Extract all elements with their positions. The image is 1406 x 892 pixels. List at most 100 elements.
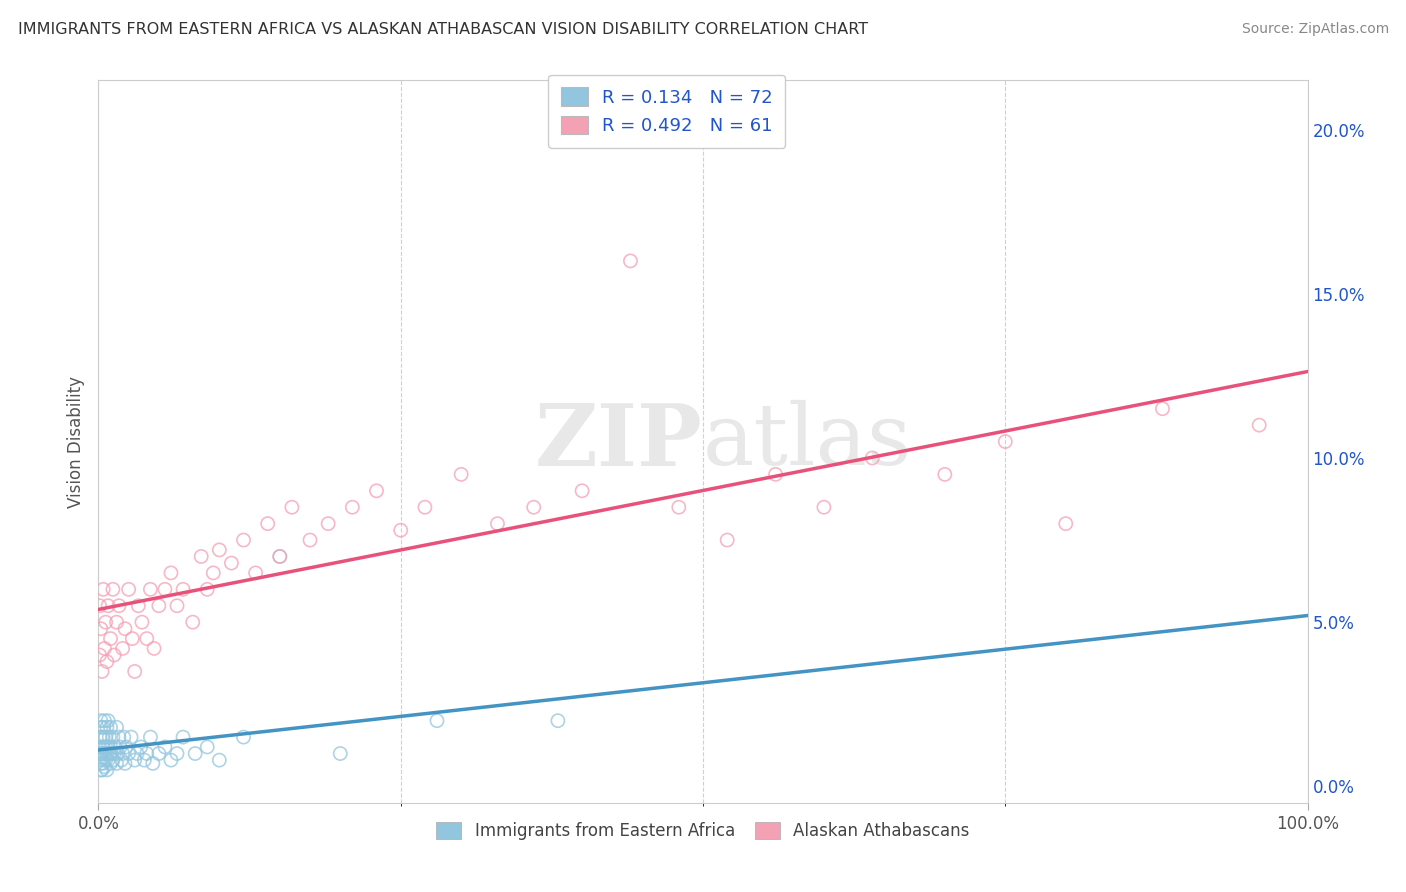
Point [97,599,120,613]
Point [90,763,112,777]
Point [135,632,157,646]
Point [131,615,153,630]
Point [93,714,115,728]
Point [108,739,131,754]
Point [208,753,231,767]
Point [153,582,176,597]
Point [366,483,388,498]
Point [100,756,122,771]
Point [100,720,122,734]
Point [96,655,118,669]
Text: atlas: atlas [703,400,912,483]
Point [107,747,129,761]
Point [90,720,112,734]
Point [112,730,135,744]
Point [91,730,114,744]
Point [619,253,641,268]
Point [101,753,124,767]
Point [813,500,835,515]
Point [195,739,218,754]
Point [94,615,117,630]
Point [547,714,569,728]
Point [94,730,117,744]
Point [105,615,128,630]
Point [103,747,125,761]
Point [97,739,120,754]
Point [97,753,120,767]
Point [389,523,412,537]
Point [97,714,120,728]
Point [91,753,114,767]
Point [716,533,738,547]
Point [148,747,170,761]
Legend: Immigrants from Eastern Africa, Alaskan Athabascans: Immigrants from Eastern Africa, Alaskan … [427,814,979,848]
Point [121,632,143,646]
Text: IMMIGRANTS FROM EASTERN AFRICA VS ALASKAN ATHABASCAN VISION DISABILITY CORRELATI: IMMIGRANTS FROM EASTERN AFRICA VS ALASKA… [18,22,869,37]
Point [93,747,115,761]
Point [100,739,122,754]
Point [90,747,112,761]
Point [100,747,122,761]
Point [98,730,121,744]
Point [108,599,131,613]
Point [90,714,112,728]
Point [413,500,436,515]
Point [89,747,111,761]
Point [118,747,141,761]
Point [118,582,141,597]
Point [93,641,115,656]
Point [329,747,352,761]
Point [1152,401,1174,416]
Point [93,760,115,774]
Point [202,566,225,580]
Point [101,582,124,597]
Point [172,730,194,744]
Point [172,582,194,597]
Point [221,556,243,570]
Point [89,599,111,613]
Point [114,756,136,771]
Point [105,756,128,771]
Text: ZIP: ZIP [536,400,703,483]
Point [166,599,188,613]
Point [91,665,114,679]
Point [104,739,127,754]
Point [91,730,114,744]
Point [143,641,166,656]
Point [316,516,339,531]
Point [765,467,787,482]
Point [89,739,111,754]
Point [450,467,472,482]
Point [120,730,142,744]
Point [89,753,111,767]
Point [299,533,322,547]
Point [127,747,149,761]
Point [208,542,231,557]
Point [124,753,146,767]
Point [98,747,121,761]
Point [89,648,111,662]
Point [110,753,132,767]
Point [190,549,212,564]
Point [91,747,114,761]
Point [108,730,131,744]
Point [91,763,114,777]
Point [101,730,124,744]
Point [91,720,114,734]
Point [994,434,1017,449]
Point [281,500,304,515]
Point [135,747,157,761]
Point [195,582,218,597]
Point [139,730,162,744]
Text: Source: ZipAtlas.com: Source: ZipAtlas.com [1241,22,1389,37]
Point [115,739,138,754]
Point [89,730,111,744]
Point [1054,516,1077,531]
Point [129,739,152,754]
Point [486,516,509,531]
Point [100,632,122,646]
Point [96,763,118,777]
Point [232,730,254,744]
Point [96,747,118,761]
Point [571,483,593,498]
